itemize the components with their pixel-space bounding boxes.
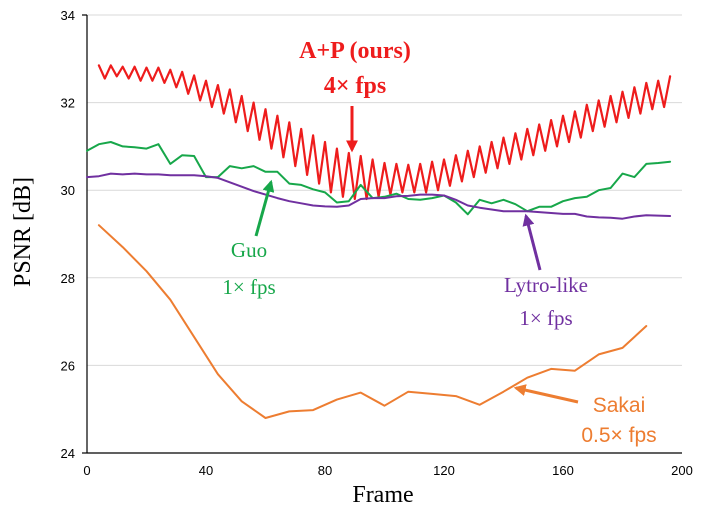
y-axis-title: PSNR [dB] [10, 177, 36, 287]
series-line-sakai [97, 224, 648, 419]
annotation-sakai-fps: 0.5× fps [581, 424, 656, 447]
series-line-lytro-like [86, 172, 672, 220]
gridlines [87, 14, 682, 366]
y-tick-labels: 24 26 28 30 32 34 [61, 8, 75, 461]
annotation-lytro: Lytro-like 1× fps [504, 213, 588, 330]
annotation-lytro-name: Lytro-like [504, 273, 588, 297]
series-line-a-p-ours [97, 64, 672, 201]
y-tick-label: 30 [61, 183, 75, 198]
annotation-guo: Guo 1× fps [222, 179, 276, 299]
x-tick-label: 80 [318, 463, 332, 478]
annotation-lytro-arrow [522, 213, 542, 271]
annotation-sakai: Sakai 0.5× fps [513, 384, 657, 447]
y-tick-label: 24 [61, 446, 75, 461]
x-tick-label: 160 [552, 463, 574, 478]
annotation-ap-name: A+P (ours) [299, 38, 411, 64]
series-lines [86, 64, 672, 419]
x-axis-title: Frame [352, 482, 413, 508]
y-tick-label: 28 [61, 271, 75, 286]
y-tick-label: 34 [61, 8, 75, 23]
annotation-ap: A+P (ours) 4× fps [299, 38, 411, 153]
annotation-guo-fps: 1× fps [222, 275, 275, 299]
axes [82, 14, 682, 454]
annotation-ap-fps: 4× fps [324, 73, 386, 99]
x-tick-label: 0 [83, 463, 90, 478]
annotation-sakai-arrow [513, 384, 579, 404]
x-tick-labels: 0 40 80 120 160 200 [83, 463, 692, 478]
annotation-lytro-fps: 1× fps [519, 306, 572, 330]
annotation-guo-name: Guo [231, 238, 267, 262]
annotation-guo-arrow [254, 179, 275, 237]
annotation-sakai-name: Sakai [593, 394, 646, 417]
series-line-guo [86, 141, 672, 216]
y-tick-label: 32 [61, 96, 75, 111]
y-tick-label: 26 [61, 358, 75, 373]
x-tick-label: 200 [671, 463, 693, 478]
x-tick-label: 40 [199, 463, 213, 478]
x-tick-label: 120 [433, 463, 455, 478]
